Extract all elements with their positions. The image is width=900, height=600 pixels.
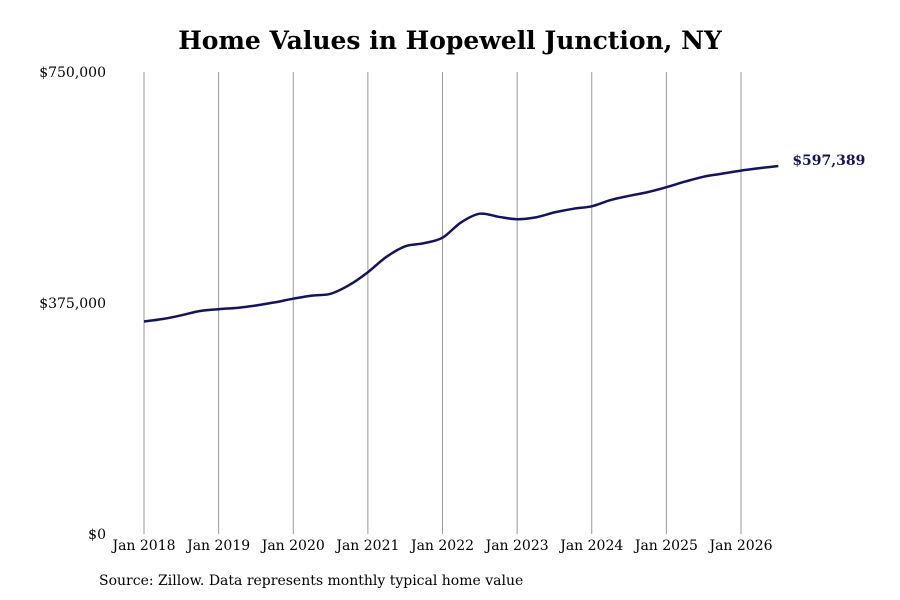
y-axis-ticks: $750,000 $375,000 $0 — [39, 65, 106, 543]
x-axis-ticks: Jan 2018 Jan 2019 Jan 2020 Jan 2021 Jan 2022… — [110, 538, 772, 554]
vertical-gridlines — [143, 72, 742, 534]
x-tick-label: Jan 2023 — [484, 538, 549, 554]
y-tick-label: $750,000 — [39, 65, 106, 81]
y-tick-label: $0 — [88, 527, 106, 543]
y-tick-label: $375,000 — [39, 296, 106, 312]
x-tick-label: Jan 2019 — [185, 538, 250, 554]
source-note: Source: Zillow. Data represents monthly … — [99, 573, 524, 589]
x-tick-label: Jan 2024 — [558, 538, 623, 554]
x-tick-label: Jan 2022 — [409, 538, 474, 554]
home-value-line — [143, 164, 779, 323]
x-tick-label: Jan 2025 — [633, 538, 698, 554]
x-tick-label: Jan 2021 — [334, 538, 399, 554]
x-tick-label: Jan 2018 — [110, 538, 175, 554]
chart-title: Home Values in Hopewell Junction, NY — [178, 26, 722, 55]
x-tick-label: Jan 2026 — [707, 538, 772, 554]
latest-value-label: $597,389 — [792, 153, 865, 169]
x-tick-label: Jan 2020 — [260, 538, 325, 554]
